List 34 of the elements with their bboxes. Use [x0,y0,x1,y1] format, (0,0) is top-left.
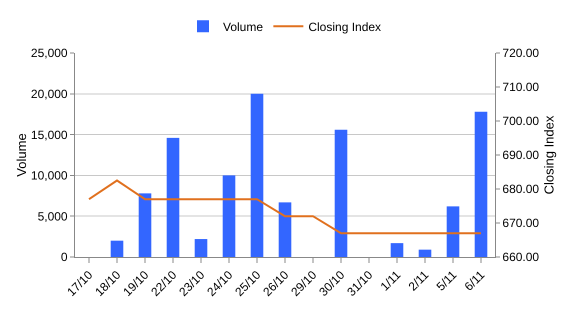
x-tick-label: 6/11 [462,268,488,294]
y2-tick-label: 710.00 [502,80,540,94]
y-tick-label: 20,000 [30,87,68,101]
y2-tick-label: 680.00 [502,182,540,196]
y-tick-label: 25,000 [30,46,68,60]
y2-tick-label: 700.00 [502,114,540,128]
x-tick-label: 2/11 [406,268,432,294]
bar [390,243,404,257]
bar [334,130,348,257]
legend-label: Volume [223,20,264,34]
bar [278,202,292,257]
y2-tick-label: 720.00 [502,46,540,60]
y-tick-label: 10,000 [30,168,68,183]
y2-axis-title: Closing Index [541,115,556,194]
y2-tick-label: 660.00 [502,250,540,264]
y2-tick-label: 690.00 [502,148,540,162]
bar [166,138,180,257]
bar [446,206,460,257]
y-tick-label: 5,000 [38,209,68,224]
y-tick-label: 15,000 [30,128,68,142]
bar [250,94,264,257]
bar [418,250,432,257]
y-tick-label: 0 [60,250,68,264]
bar [110,240,124,257]
bar [194,239,208,257]
y2-tick-label: 670.00 [502,216,540,230]
legend-label: Closing Index [308,20,382,34]
y-axis-title: Volume [14,133,29,177]
x-tick-label: 5/11 [434,268,460,294]
bar [474,112,488,257]
bar [138,193,152,257]
x-tick-label: 1/11 [378,268,404,294]
bar [222,175,236,257]
line-series [88,180,482,234]
